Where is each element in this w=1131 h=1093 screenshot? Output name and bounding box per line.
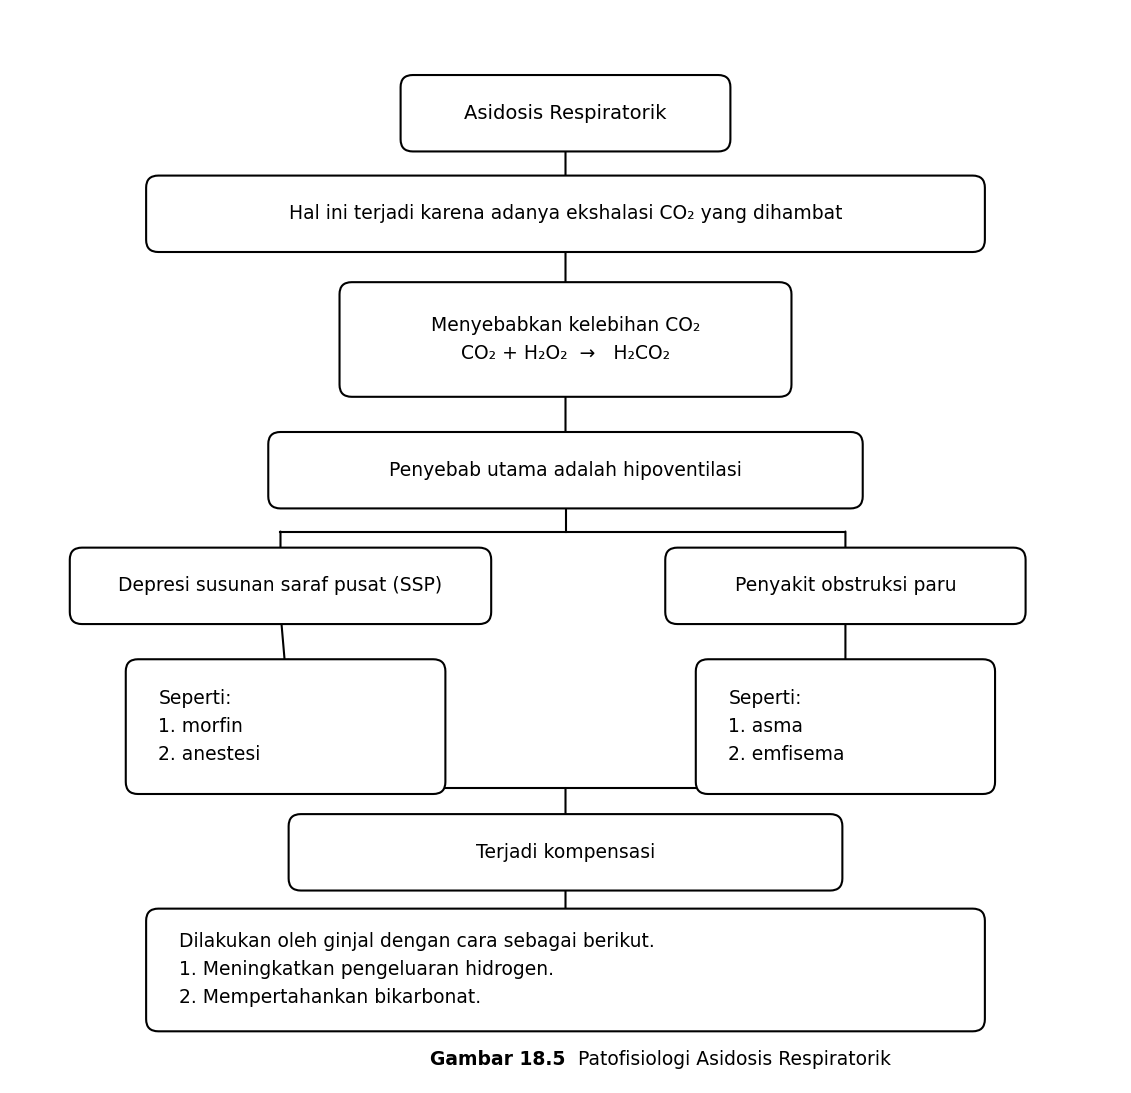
FancyBboxPatch shape [70,548,491,624]
FancyBboxPatch shape [126,659,446,794]
FancyBboxPatch shape [339,282,792,397]
FancyBboxPatch shape [268,432,863,508]
FancyBboxPatch shape [146,176,985,252]
Text: Menyebabkan kelebihan CO₂
CO₂ + H₂O₂  →   H₂CO₂: Menyebabkan kelebihan CO₂ CO₂ + H₂O₂ → H… [431,316,700,363]
Text: Dilakukan oleh ginjal dengan cara sebagai berikut.
1. Meningkatkan pengeluaran h: Dilakukan oleh ginjal dengan cara sebaga… [179,932,655,1008]
Text: Hal ini terjadi karena adanya ekshalasi CO₂ yang dihambat: Hal ini terjadi karena adanya ekshalasi … [288,204,843,223]
FancyBboxPatch shape [400,75,731,152]
FancyBboxPatch shape [665,548,1026,624]
Text: Gambar 18.5: Gambar 18.5 [430,1050,566,1069]
Text: Penyakit obstruksi paru: Penyakit obstruksi paru [735,576,956,596]
Text: Terjadi kompensasi: Terjadi kompensasi [476,843,655,861]
FancyBboxPatch shape [288,814,843,891]
Text: Penyebab utama adalah hipoventilasi: Penyebab utama adalah hipoventilasi [389,461,742,480]
Text: Patofisiologi Asidosis Respiratorik: Patofisiologi Asidosis Respiratorik [566,1050,890,1069]
Text: Seperti:
1. asma
2. emfisema: Seperti: 1. asma 2. emfisema [728,689,845,764]
Text: Depresi susunan saraf pusat (SSP): Depresi susunan saraf pusat (SSP) [119,576,442,596]
Text: Seperti:
1. morfin
2. anestesi: Seperti: 1. morfin 2. anestesi [158,689,261,764]
FancyBboxPatch shape [696,659,995,794]
FancyBboxPatch shape [146,908,985,1032]
Text: Asidosis Respiratorik: Asidosis Respiratorik [464,104,667,122]
